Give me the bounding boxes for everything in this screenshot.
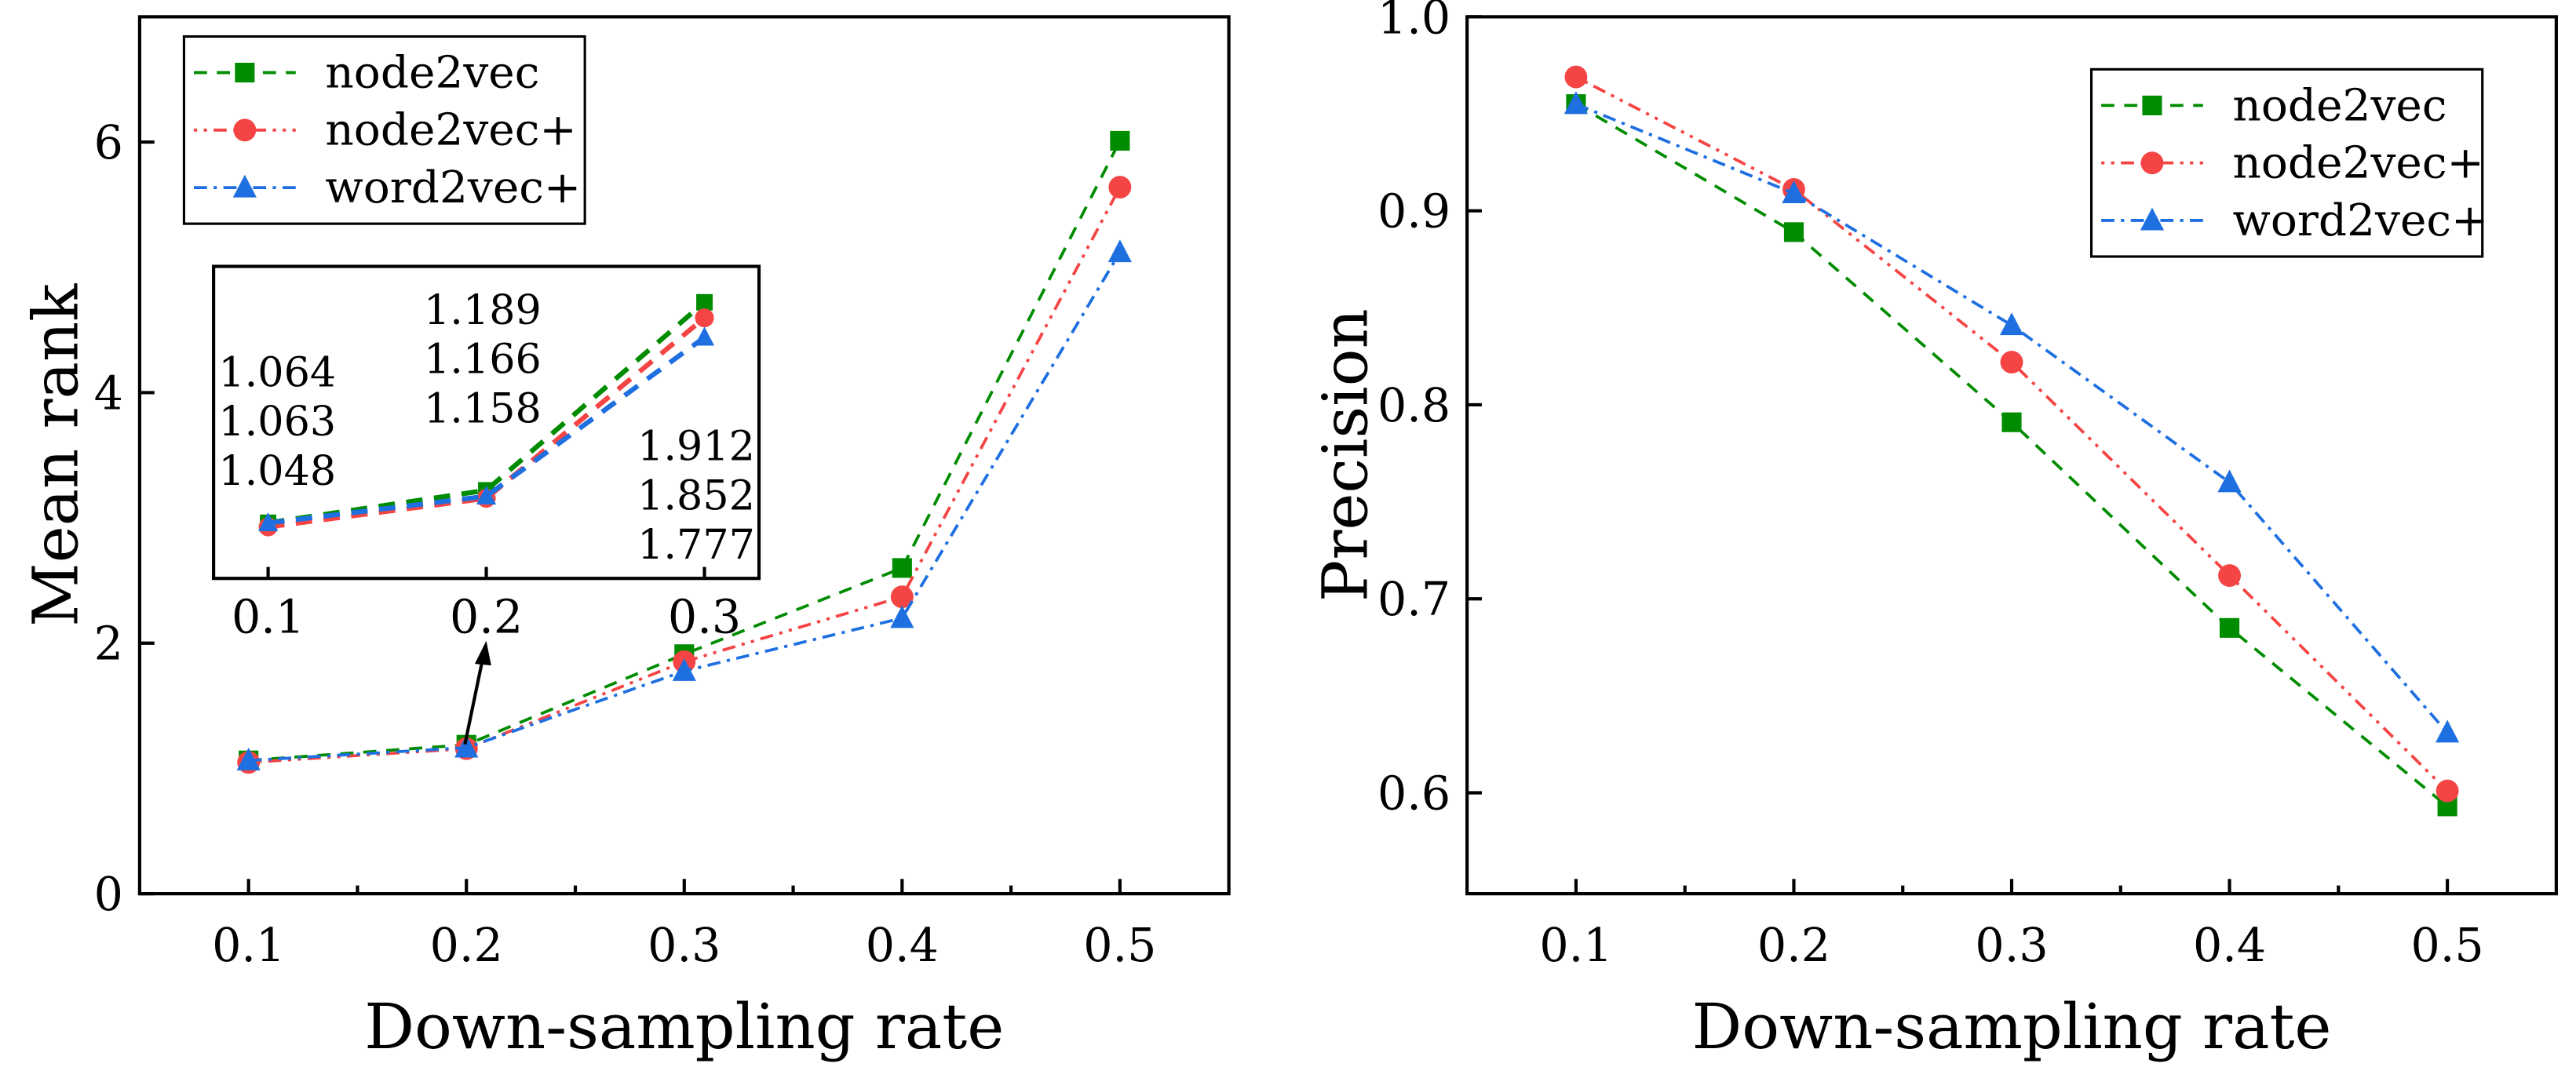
chart-1: 0.1 0.2 0.3 0.4 0.5 0.6 0.7 0.8 0.9 1.0 Down-sampl…: [1308, 0, 2558, 1063]
series-word2vec+: [1563, 91, 2460, 743]
data-point: [672, 658, 696, 681]
legend-marker: [2140, 207, 2165, 231]
legend-label: node2vec: [325, 47, 539, 98]
y-tick-label: 0: [94, 868, 123, 921]
inset-value-label: 1.158: [424, 384, 542, 432]
y-tick-label: 0.8: [1377, 379, 1450, 432]
legend-label: node2vec+: [325, 105, 576, 156]
data-point: [1999, 312, 2024, 336]
x-tick-label: 0.2: [430, 919, 503, 972]
legend-box: [2089, 67, 2484, 258]
inset-value-label: 1.852: [637, 472, 755, 519]
inset-frame: [212, 264, 761, 581]
y-tick-label: 4: [94, 366, 123, 420]
legend-box: [182, 35, 586, 225]
x-tick-label: 0.5: [1083, 919, 1156, 972]
inset-data-point: [696, 293, 713, 311]
data-point: [2000, 351, 2023, 373]
data-point: [1110, 130, 1130, 151]
inset-value-label: 1.777: [637, 521, 755, 569]
data-point: [2217, 469, 2242, 493]
data-point: [1107, 239, 1132, 263]
inset-x-tick-label: 0.1: [232, 590, 305, 643]
legend-label: word2vec+: [2233, 195, 2489, 246]
y-tick-label: 2: [94, 617, 123, 671]
inset-value-label: 1.912: [637, 423, 755, 471]
inset-value-label: 1.048: [218, 447, 336, 495]
y-tick-label: 0.9: [1377, 185, 1450, 239]
data-point: [2436, 779, 2459, 803]
inset-arrow-line: [463, 657, 485, 745]
inset-value-label: 1.063: [218, 398, 336, 446]
x-tick-label: 0.5: [2411, 919, 2484, 972]
inset-data-point: [476, 485, 497, 504]
inset-value-label: 1.166: [424, 336, 542, 384]
y-tick-label: 6: [94, 116, 123, 169]
series-word2vec+: [236, 239, 1132, 770]
series-line: [248, 140, 1122, 763]
x-tick-label: 0.3: [1975, 919, 2048, 972]
inset-value-label: 1.189: [424, 286, 542, 334]
x-tick-label: 0.4: [2193, 919, 2266, 972]
x-tick-label: 0.3: [648, 919, 721, 972]
y-tick-label: 0.6: [1377, 767, 1450, 820]
data-point: [2436, 719, 2460, 743]
inset-data-point: [694, 326, 715, 346]
data-point: [2220, 617, 2240, 638]
data-point: [1782, 180, 1806, 203]
data-point: [236, 748, 261, 770]
x-axis-label: Down-sampling rate: [1692, 990, 2332, 1063]
chart-0: 0.1 0.2 0.3 0.4 0.5 0 2 4 6 Down-sampling rate Mea…: [19, 15, 1231, 1063]
legend-marker: [232, 174, 257, 198]
legend-label: word2vec+: [325, 162, 581, 213]
data-point: [1563, 91, 1588, 115]
legend-label: node2vec+: [2233, 138, 2484, 189]
legend-marker: [2142, 95, 2162, 115]
inset-data-point: [695, 308, 714, 328]
data-point: [892, 558, 912, 578]
data-point: [1564, 65, 1588, 89]
series-line: [248, 186, 1122, 764]
data-point: [1108, 176, 1132, 198]
legend-label: node2vec: [2233, 80, 2447, 131]
x-tick-label: 0.4: [866, 919, 939, 972]
x-tick-label: 0.1: [1539, 919, 1612, 972]
inset-x-tick-label: 0.3: [668, 590, 741, 643]
y-axis-label: Precision: [1308, 308, 1381, 602]
inset-data-point: [258, 512, 279, 532]
inset-series-line: [268, 335, 706, 526]
legend-marker: [233, 118, 257, 142]
x-tick-label: 0.2: [1757, 919, 1830, 972]
inset-value-label: 1.064: [218, 348, 336, 396]
data-point: [454, 734, 479, 758]
x-tick-label: 0.1: [212, 919, 285, 972]
inset-x-tick-label: 0.2: [450, 590, 523, 643]
data-point: [890, 585, 914, 609]
data-point: [890, 605, 914, 628]
inset-arrow-head-icon: [474, 640, 491, 666]
y-tick-label: 0.7: [1377, 573, 1450, 626]
data-point: [2218, 564, 2242, 588]
data-point: [1783, 222, 1804, 242]
series-line: [1575, 102, 2449, 734]
legend-marker: [2140, 151, 2164, 175]
legend-marker: [235, 62, 255, 83]
y-axis-label: Mean rank: [19, 283, 92, 627]
data-point: [2001, 412, 2022, 432]
x-axis-label: Down-sampling rate: [364, 990, 1004, 1063]
y-tick-label: 1.0: [1377, 0, 1450, 44]
